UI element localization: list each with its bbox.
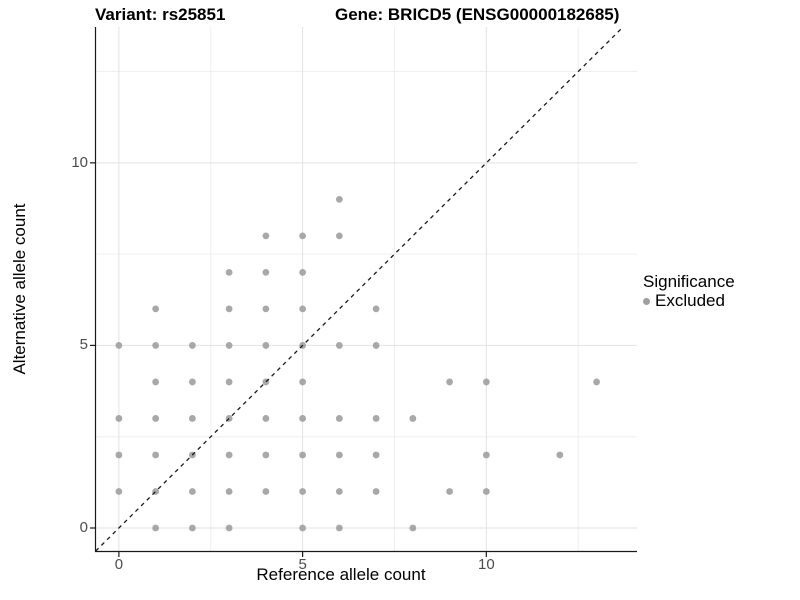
x-axis-title: Reference allele count (256, 565, 426, 584)
data-point (188, 524, 196, 532)
x-tick-label: 10 (477, 556, 495, 573)
y-tick-label: 10 (71, 153, 88, 171)
data-point (225, 268, 233, 276)
data-point (262, 451, 270, 459)
data-point (409, 524, 417, 532)
data-point (299, 268, 307, 276)
data-point (115, 488, 123, 495)
data-point (482, 488, 490, 495)
data-point (335, 488, 343, 495)
data-point (593, 378, 600, 386)
data-point (409, 415, 417, 422)
data-point (335, 451, 343, 459)
data-point (299, 305, 307, 313)
identity-line (95, 26, 624, 552)
data-point (299, 232, 307, 240)
x-tick-label: 5 (298, 556, 307, 573)
legend-item-label: Excluded (655, 291, 725, 310)
data-point (225, 488, 233, 495)
data-point (188, 342, 196, 349)
data-point (372, 415, 380, 422)
data-point (115, 415, 123, 422)
data-point (225, 305, 233, 313)
data-point (262, 268, 270, 276)
data-point (482, 378, 490, 386)
data-point (372, 305, 380, 313)
y-tick-label: 5 (79, 336, 88, 354)
legend: Significance Excluded (643, 272, 735, 310)
data-point (335, 524, 343, 532)
data-point (115, 451, 123, 459)
data-point (372, 488, 380, 495)
data-point (188, 378, 196, 386)
data-point (225, 342, 233, 349)
data-point (299, 378, 307, 386)
data-point (152, 342, 160, 349)
x-tick-label: 0 (114, 556, 124, 573)
legend-title: Significance (643, 272, 735, 291)
data-point (299, 415, 307, 422)
plot-title-gene: Gene: BRICD5 (ENSG00000182685) (335, 5, 620, 24)
data-point (299, 524, 307, 532)
data-point (299, 488, 307, 495)
plot-title-variant: Variant: rs25851 (95, 5, 226, 24)
data-point (372, 342, 380, 349)
data-point (225, 451, 233, 459)
data-point (335, 415, 343, 422)
y-tick-label: 0 (79, 518, 88, 536)
data-point (446, 378, 453, 386)
data-point (556, 451, 564, 459)
y-axis-title: Alternative allele count (10, 203, 29, 375)
data-point (262, 342, 270, 349)
data-point (262, 232, 270, 240)
data-point (262, 305, 270, 313)
data-point (152, 305, 160, 313)
data-point (335, 342, 343, 349)
legend-point-icon (643, 297, 650, 305)
data-point (262, 488, 270, 495)
data-point (335, 232, 343, 240)
data-point (152, 415, 160, 422)
data-point (372, 451, 380, 459)
legend-item-excluded: Excluded (643, 292, 735, 310)
data-point (152, 451, 160, 459)
data-point (335, 195, 343, 203)
data-point (225, 378, 233, 386)
data-point (115, 342, 123, 349)
data-point (152, 378, 160, 386)
data-point (299, 451, 307, 459)
data-point (262, 415, 270, 422)
data-point (188, 415, 196, 422)
data-point (446, 488, 453, 495)
data-point (225, 524, 233, 532)
data-point (152, 524, 160, 532)
data-point (188, 488, 196, 495)
data-point (482, 451, 490, 459)
